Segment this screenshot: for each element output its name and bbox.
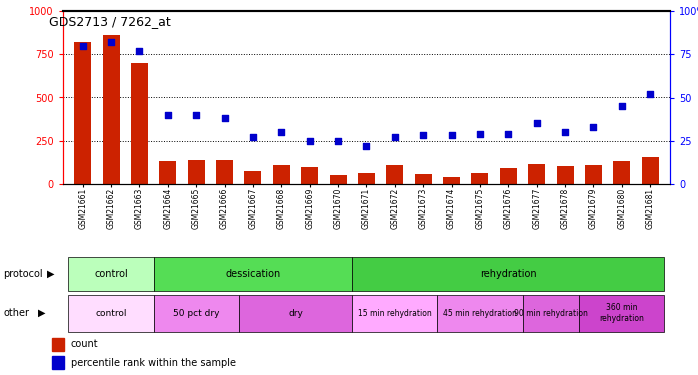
Text: other: other xyxy=(3,308,29,318)
Bar xyxy=(131,63,148,184)
Bar xyxy=(301,166,318,184)
Bar xyxy=(352,257,664,291)
Text: 15 min rehydration: 15 min rehydration xyxy=(358,309,431,318)
Bar xyxy=(352,295,438,332)
Point xyxy=(247,134,258,140)
Point xyxy=(219,115,230,121)
Bar xyxy=(154,257,352,291)
Point xyxy=(361,143,372,149)
Point xyxy=(191,112,202,118)
Point xyxy=(77,43,88,49)
Point xyxy=(616,103,628,109)
Bar xyxy=(438,295,523,332)
Text: count: count xyxy=(70,339,98,349)
Bar xyxy=(239,295,352,332)
Text: GDS2713 / 7262_at: GDS2713 / 7262_at xyxy=(49,15,170,28)
Bar xyxy=(188,160,205,184)
Bar xyxy=(386,165,403,184)
Text: percentile rank within the sample: percentile rank within the sample xyxy=(70,358,236,368)
Point xyxy=(446,132,457,138)
Point xyxy=(645,91,656,97)
Text: control: control xyxy=(94,269,128,279)
Point xyxy=(162,112,173,118)
Bar xyxy=(52,338,64,351)
Bar xyxy=(614,161,630,184)
Text: rehydration: rehydration xyxy=(480,269,537,279)
Point xyxy=(560,129,571,135)
Point xyxy=(332,138,343,144)
Text: dry: dry xyxy=(288,309,303,318)
Point xyxy=(304,138,315,144)
Bar xyxy=(329,175,347,184)
Bar xyxy=(528,164,545,184)
Bar xyxy=(159,161,177,184)
Bar xyxy=(443,177,460,184)
Point xyxy=(588,124,599,130)
Point xyxy=(276,129,287,135)
Point xyxy=(475,131,486,137)
Bar xyxy=(500,168,517,184)
Bar xyxy=(216,160,233,184)
Text: ▶: ▶ xyxy=(47,269,55,279)
Point xyxy=(134,48,145,54)
Bar xyxy=(523,295,579,332)
Text: control: control xyxy=(96,309,127,318)
Point xyxy=(503,131,514,137)
Bar xyxy=(358,173,375,184)
Bar xyxy=(154,295,239,332)
Bar xyxy=(74,42,91,184)
Text: protocol: protocol xyxy=(3,269,43,279)
Text: 90 min rehydration: 90 min rehydration xyxy=(514,309,588,318)
Bar xyxy=(244,171,262,184)
Bar xyxy=(579,295,664,332)
Bar xyxy=(585,165,602,184)
Point xyxy=(389,134,401,140)
Text: 50 pct dry: 50 pct dry xyxy=(173,309,219,318)
Point xyxy=(105,39,117,45)
Text: dessication: dessication xyxy=(225,269,281,279)
Bar xyxy=(415,174,432,184)
Bar xyxy=(471,173,489,184)
Bar xyxy=(556,166,574,184)
Bar xyxy=(68,295,154,332)
Bar xyxy=(103,35,119,184)
Bar xyxy=(68,257,154,291)
Point xyxy=(417,132,429,138)
Text: 45 min rehydration: 45 min rehydration xyxy=(443,309,517,318)
Bar xyxy=(641,157,659,184)
Point xyxy=(531,120,542,126)
Bar xyxy=(273,165,290,184)
Text: 360 min
rehydration: 360 min rehydration xyxy=(600,303,644,323)
Text: ▶: ▶ xyxy=(38,308,46,318)
Bar xyxy=(52,356,64,369)
